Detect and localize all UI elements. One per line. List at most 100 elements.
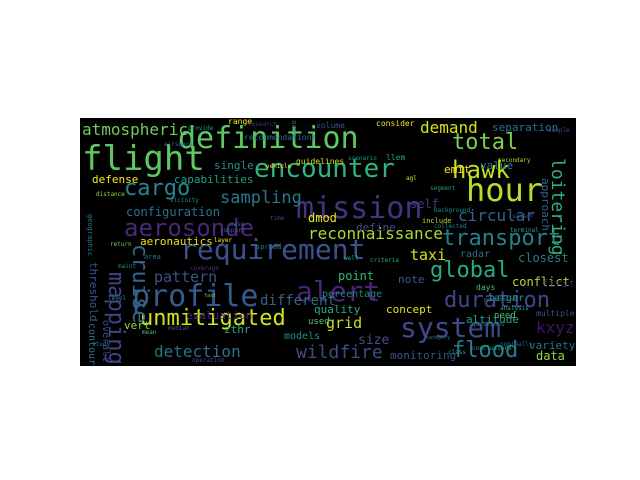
word-larger: larger bbox=[488, 293, 525, 304]
word-requirement: requirement bbox=[180, 233, 366, 266]
word-hour: hour bbox=[466, 171, 544, 209]
word-background: background bbox=[434, 207, 471, 214]
word-time: time bbox=[270, 215, 285, 222]
word-used: used bbox=[308, 317, 330, 327]
word-mission: mission bbox=[296, 191, 423, 226]
word-airspace: airspace bbox=[164, 141, 193, 148]
word-segment: segment bbox=[430, 185, 456, 192]
word-flood: flood bbox=[452, 338, 519, 363]
word-sampling: sampling bbox=[220, 188, 302, 208]
word-guidelines: guidelines bbox=[296, 157, 345, 166]
word-aces: aces bbox=[290, 120, 298, 137]
word-provide: provide bbox=[188, 125, 214, 132]
word-global: global bbox=[430, 258, 510, 283]
word-well: well bbox=[344, 255, 359, 262]
word-coverage: coverage bbox=[190, 265, 219, 272]
word-define: define bbox=[356, 221, 396, 234]
word-performance: performance bbox=[484, 297, 518, 303]
word-class: class bbox=[448, 349, 467, 356]
word-llem: llem bbox=[386, 153, 406, 162]
word-grid: grid bbox=[326, 314, 363, 332]
word-concept: concept bbox=[386, 303, 433, 316]
word-days: days bbox=[476, 283, 496, 292]
word-self: self bbox=[410, 197, 439, 211]
word-agl: agl bbox=[406, 175, 417, 182]
word-cargo: cargo bbox=[124, 176, 191, 201]
word-need: need bbox=[494, 311, 516, 321]
word-threshold: threshold bbox=[87, 262, 100, 322]
word-multiple: multiple bbox=[536, 309, 575, 318]
word-single: single bbox=[214, 159, 254, 172]
word-spread: spread bbox=[256, 243, 282, 251]
word-variety: variety bbox=[529, 339, 576, 352]
word-wildfire: wildfire bbox=[296, 342, 383, 363]
word-secondary: secondary bbox=[498, 157, 531, 164]
word-definition: definition bbox=[178, 121, 359, 156]
word-cloud: flight definition encounter mission requirem… bbox=[80, 118, 576, 366]
word-radar: radar bbox=[460, 249, 491, 260]
word-scenario: scenario bbox=[348, 155, 377, 162]
word-duration: duration bbox=[444, 288, 550, 313]
word-kxyz: kxyz bbox=[536, 318, 575, 337]
word-aeronautics: aeronautics bbox=[140, 235, 213, 248]
word-analysis: analysis bbox=[500, 305, 529, 312]
word-configuration: configuration bbox=[126, 205, 220, 219]
word-unmitigated: unmitigated bbox=[140, 306, 286, 331]
word-flight: flight bbox=[82, 139, 205, 179]
word-nominally: nominally bbox=[500, 341, 533, 348]
word-circular: circular bbox=[458, 206, 536, 225]
word-median: median bbox=[168, 325, 190, 332]
word-total: total bbox=[452, 130, 519, 155]
word-defense: defense bbox=[92, 173, 139, 186]
word-mean: mean bbox=[142, 329, 157, 336]
word-capabilities: capabilities bbox=[174, 173, 254, 186]
word-encounter: encounter bbox=[254, 154, 395, 184]
word-system: system bbox=[400, 311, 502, 344]
word-demand: demand bbox=[420, 118, 478, 137]
word-fast: fast bbox=[204, 293, 217, 299]
word-consider: consider bbox=[376, 119, 415, 128]
word-transport: transport bbox=[442, 226, 562, 251]
word-sensor: sensor bbox=[512, 213, 534, 220]
word-conflict: conflict bbox=[512, 275, 570, 289]
word-alert: alert bbox=[296, 275, 381, 308]
word-monitoring: monitoring bbox=[390, 349, 457, 362]
word-distance: distance bbox=[96, 191, 125, 198]
word-emit: emit bbox=[444, 163, 471, 176]
word-layer: layer bbox=[214, 237, 233, 244]
word-percentage: percentage bbox=[322, 289, 383, 300]
word-atmospheric: atmospheric bbox=[82, 120, 188, 139]
word-data: data bbox=[536, 349, 565, 363]
word-conclusions: conclusions bbox=[472, 345, 512, 352]
word-maint: maint bbox=[118, 263, 137, 270]
word-return: return bbox=[110, 241, 132, 248]
word-taxi: taxi bbox=[410, 246, 447, 264]
word-note: note bbox=[398, 273, 425, 286]
word-evaluation: evaluation bbox=[186, 309, 253, 322]
word-first: first bbox=[542, 277, 576, 290]
word-point: point bbox=[338, 269, 375, 283]
word-recommendations: recommendations bbox=[244, 133, 317, 142]
word-size: size bbox=[358, 333, 390, 348]
word-area: area bbox=[144, 253, 161, 261]
word-questions: questions bbox=[472, 321, 505, 328]
word-vehicle: vehicle bbox=[266, 163, 292, 170]
word-closest: closest bbox=[518, 251, 569, 265]
word-altitude: altitude bbox=[466, 313, 519, 326]
word-aerosonde: aerosonde bbox=[124, 214, 255, 242]
word-sample: sample bbox=[548, 127, 570, 134]
word-dmod: dmod bbox=[308, 211, 337, 225]
word-case: case bbox=[230, 221, 245, 228]
word-range: range bbox=[228, 118, 253, 126]
word-research: research bbox=[248, 121, 277, 128]
word-approach: approach bbox=[539, 178, 552, 231]
word-value: value bbox=[480, 159, 514, 172]
word-reconnaissance: reconnaissance bbox=[308, 224, 443, 243]
word-volume: volume bbox=[316, 121, 345, 130]
word-study: study bbox=[92, 341, 111, 348]
word-operation: operation bbox=[192, 357, 225, 364]
word-vert: vert bbox=[124, 319, 151, 332]
word-separation: separation bbox=[492, 121, 559, 134]
word-collected: collected bbox=[434, 223, 467, 230]
